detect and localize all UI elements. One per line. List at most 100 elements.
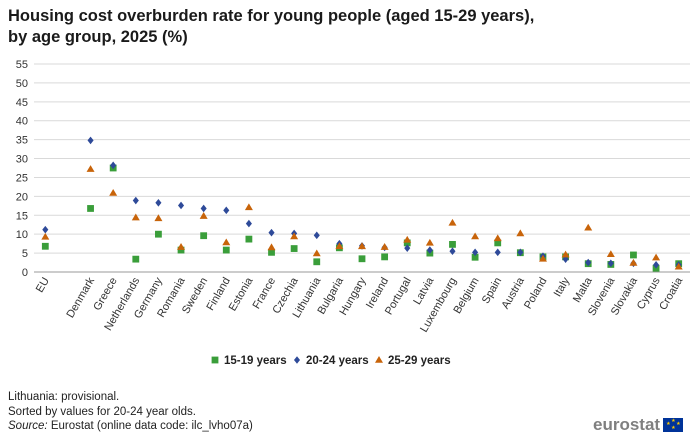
data-point-series-3: [674, 262, 683, 270]
x-tick-labels: EU DenmarkGreeceNetherlandsGermanyRomania…: [34, 275, 686, 335]
y-tick-label: 30: [16, 154, 28, 166]
data-point-series-1: [290, 245, 298, 252]
data-point-series-3: [199, 212, 208, 219]
data-point-series-3: [493, 234, 502, 242]
grid-lines: [34, 63, 690, 273]
note-provisional: Lithuania: provisional.: [8, 391, 120, 403]
data-point-series-2: [268, 228, 275, 237]
footnotes: Lithuania: provisional. Sorted by values…: [8, 390, 253, 434]
legend-label: 25-29 years: [388, 355, 451, 367]
data-point-series-2: [426, 246, 433, 254]
data-point-series-1: [87, 205, 94, 212]
y-tick-labels: 0 5 10 15 20 25 30 35 40 45 50 55: [16, 59, 28, 279]
data-point-series-3: [425, 238, 434, 246]
eu-flag-icon: ★ ★ ★ ★: [663, 418, 684, 432]
data-point-series-1: [132, 255, 140, 263]
data-point-series-1: [381, 253, 389, 261]
data-point-series-2: [87, 136, 94, 145]
legend-label: 20-24 years: [306, 355, 369, 367]
eurostat-logo-text: eurostat: [593, 415, 661, 434]
data-point-series-1: [494, 239, 502, 247]
x-tick-label: Denmark: [64, 275, 97, 320]
y-tick-label: 25: [16, 172, 28, 184]
x-tick-label: Croatia: [657, 275, 686, 312]
data-point-series-2: [449, 247, 456, 255]
data-point-series-2: [607, 259, 614, 268]
data-point-series-2: [110, 161, 117, 170]
y-tick-label: 40: [16, 116, 28, 128]
y-tick-label: 50: [16, 78, 28, 90]
y-tick-label: 10: [16, 229, 28, 241]
data-points: [41, 136, 683, 272]
chart-title-line2: by age group, 2025 (%): [8, 28, 188, 46]
x-tick-label: Poland: [522, 276, 550, 312]
data-point-series-3: [312, 249, 321, 257]
data-point-series-1: [200, 232, 208, 240]
data-point-series-2: [155, 198, 162, 207]
data-point-series-1: [268, 248, 275, 256]
legend: 15-19 years 20-24 years 25-29 years: [211, 355, 451, 367]
source-note: Source: Eurostat (online data code: ilc_…: [8, 419, 253, 434]
data-point-series-3: [86, 165, 95, 172]
source-label: Source:: [8, 420, 48, 432]
eurostat-logo: eurostat ★ ★ ★ ★: [593, 415, 684, 435]
legend-marker-series-3: [375, 356, 383, 363]
data-point-series-1: [449, 240, 456, 248]
data-point-series-3: [448, 218, 457, 226]
y-tick-label: 15: [16, 210, 28, 222]
data-point-series-1: [155, 230, 162, 238]
data-point-series-2: [585, 258, 592, 267]
data-point-series-2: [200, 204, 207, 213]
data-point-series-3: [561, 250, 570, 258]
data-point-series-3: [471, 232, 480, 240]
data-point-series-2: [223, 206, 230, 215]
data-point-series-1: [245, 235, 253, 243]
y-tick-label: 55: [16, 59, 28, 71]
legend-marker-series-2: [293, 356, 301, 364]
data-point-series-3: [222, 238, 231, 246]
data-point-series-3: [358, 242, 366, 250]
data-point-series-3: [606, 250, 615, 258]
data-point-series-1: [222, 246, 230, 254]
data-point-series-2: [132, 196, 139, 205]
note-sorting: Sorted by values for 20-24 year olds.: [8, 405, 196, 418]
data-point-series-3: [290, 232, 299, 240]
data-point-series-3: [267, 243, 276, 251]
source-text: Eurostat (online data code: ilc_lvho07a): [47, 420, 253, 432]
data-point-series-3: [41, 232, 50, 240]
data-point-series-2: [472, 248, 479, 257]
data-point-series-3: [154, 214, 163, 222]
y-tick-label: 35: [16, 135, 28, 147]
data-point-series-1: [471, 253, 479, 261]
y-tick-label: 5: [22, 248, 28, 260]
data-point-series-2: [494, 248, 501, 257]
data-point-series-2: [653, 261, 660, 269]
data-point-series-2: [177, 201, 185, 210]
data-point-series-1: [403, 239, 411, 247]
data-point-series-3: [629, 258, 638, 266]
y-tick-label: 20: [16, 191, 28, 203]
data-point-series-3: [652, 253, 661, 261]
data-point-series-1: [630, 251, 637, 259]
legend-label: 15-19 years: [224, 355, 287, 367]
data-point-series-3: [538, 254, 547, 262]
data-point-series-1: [358, 255, 366, 263]
data-point-series-3: [131, 213, 140, 221]
x-tick-label: Italy: [552, 275, 573, 299]
x-tick-label: EU: [34, 275, 52, 294]
data-point-series-3: [584, 223, 593, 231]
data-point-series-3: [516, 229, 525, 237]
data-point-series-3: [403, 235, 412, 243]
data-point-series-2: [517, 248, 524, 257]
data-point-series-2: [313, 231, 320, 240]
chart-title-line1: Housing cost overburden rate for young p…: [8, 7, 535, 25]
data-point-series-2: [42, 225, 49, 234]
data-point-series-2: [245, 219, 252, 228]
data-point-series-1: [41, 242, 49, 250]
data-point-series-2: [404, 244, 411, 252]
data-point-series-3: [177, 243, 186, 250]
data-point-series-1: [313, 258, 321, 266]
data-point-series-3: [244, 203, 253, 211]
y-tick-label: 45: [16, 97, 28, 109]
